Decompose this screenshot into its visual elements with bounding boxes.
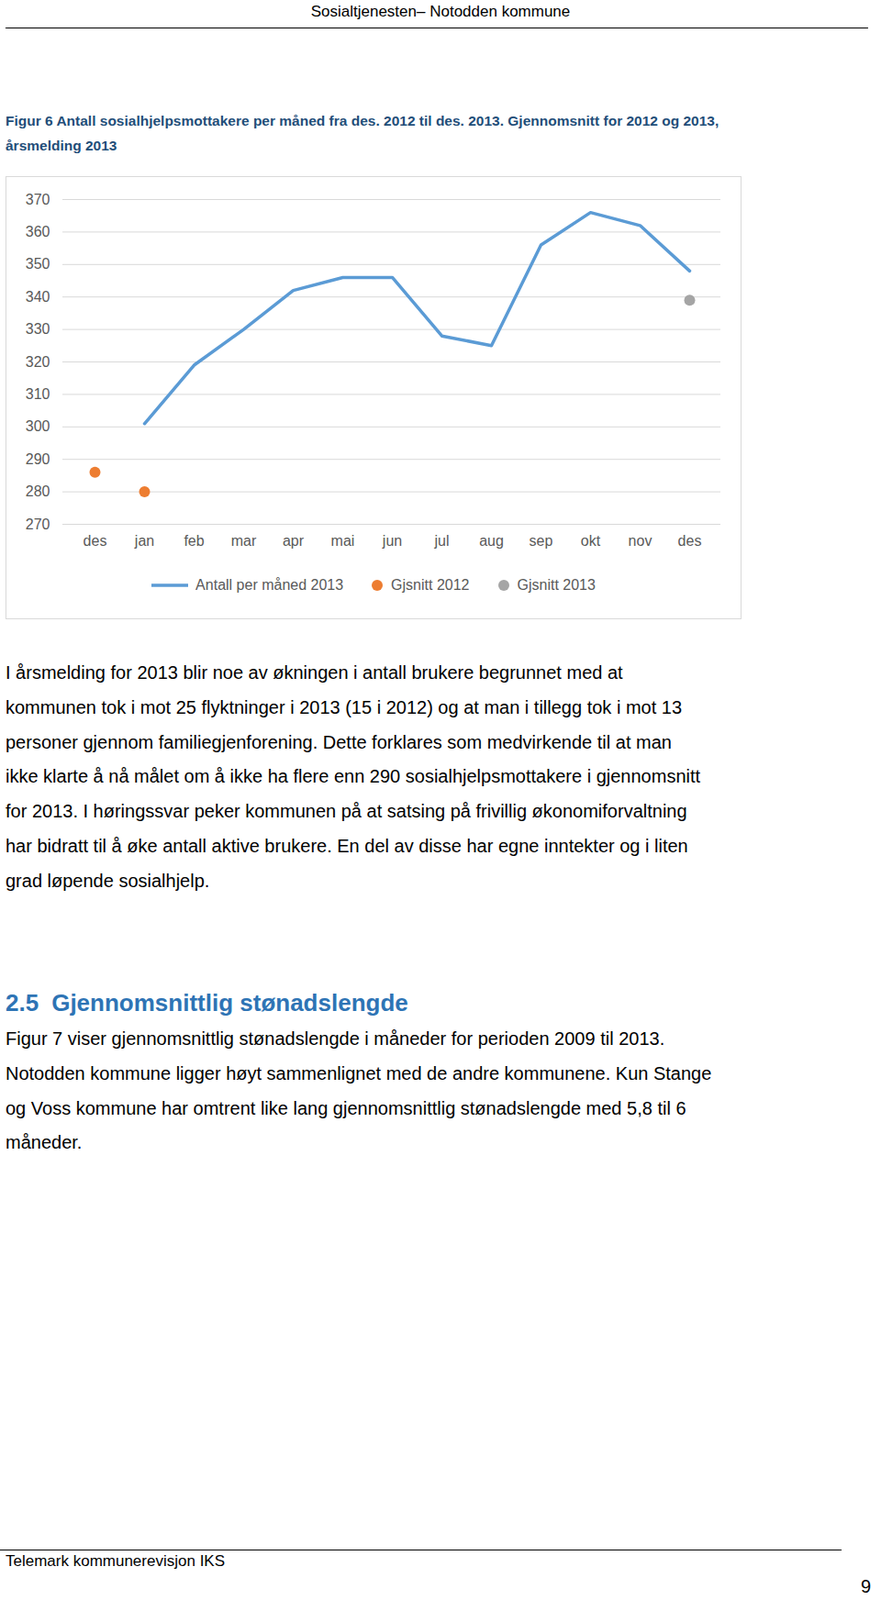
svg-text:mai: mai <box>331 533 356 549</box>
html-text:Gjennomsnittlig stønadslengde: Gjennomsnittlig stønadslengde <box>51 989 409 1017</box>
svg-text:aug: aug <box>479 533 504 549</box>
html-text:for 2013. I høringssvar peker: for 2013. I høringssvar peker kommunen p… <box>5 801 687 822</box>
svg-text:jan: jan <box>133 533 155 549</box>
svg-text:feb: feb <box>183 533 204 549</box>
svg-text:340: 340 <box>25 289 51 305</box>
html-text:måneder.: måneder. <box>5 1132 83 1154</box>
html-text:Gjsnitt 2012: Gjsnitt 2012 <box>391 577 470 593</box>
html-text:Gjsnitt 2013: Gjsnitt 2013 <box>517 577 596 593</box>
html-text:2.5: 2.5 <box>5 989 39 1017</box>
svg-text:des: des <box>83 533 108 549</box>
svg-text:280: 280 <box>25 483 51 500</box>
svg-text:370: 370 <box>25 191 51 208</box>
svg-text:320: 320 <box>25 354 51 370</box>
svg-text:jun: jun <box>381 533 402 549</box>
html-text:ikke klarte å nå målet om å ik: ikke klarte å nå målet om å ikke ha fler… <box>5 766 701 787</box>
html-text:Figur 7 viser gjennomsnittlig: Figur 7 viser gjennomsnittlig stønadslen… <box>5 1028 665 1049</box>
svg-text:310: 310 <box>25 386 51 402</box>
html-text:har bidratt til å øke antall a: har bidratt til å øke antall aktive bruk… <box>5 836 689 857</box>
svg-text:300: 300 <box>25 418 51 435</box>
html-text:personer gjennom familiegjenfo: personer gjennom familiegjenforening. De… <box>5 731 672 753</box>
html-text:Antall per måned 2013: Antall per måned 2013 <box>195 577 344 593</box>
html-text:Notodden kommune ligger høyt s: Notodden kommune ligger høyt sammenligne… <box>5 1063 712 1084</box>
svg-text:330: 330 <box>25 321 51 337</box>
html-text:Sosialtjenesten– Notodden komm: Sosialtjenesten– Notodden kommune <box>310 2 571 21</box>
svg-text:nov: nov <box>628 533 653 549</box>
svg-text:jul: jul <box>433 533 449 549</box>
svg-text:okt: okt <box>580 533 602 549</box>
html-text:kommunen tok i mot 25 flyktnin: kommunen tok i mot 25 flyktninger i 2013… <box>5 697 682 718</box>
svg-text:mar: mar <box>231 533 257 549</box>
svg-text:360: 360 <box>25 223 51 240</box>
svg-text:sep: sep <box>529 533 554 549</box>
svg-text:270: 270 <box>25 516 51 533</box>
html-text:Figur 6 Antall sosialhjelpsmot: Figur 6 Antall sosialhjelpsmottakere per… <box>5 112 719 129</box>
svg-text:apr: apr <box>282 533 305 549</box>
html-text:Telemark kommunerevisjon IKS: Telemark kommunerevisjon IKS <box>5 1552 225 1571</box>
html-text:grad løpende sosialhjelp.: grad løpende sosialhjelp. <box>5 870 210 891</box>
svg-text:des: des <box>678 533 703 549</box>
html-text:9: 9 <box>860 1576 871 1597</box>
svg-text:290: 290 <box>25 451 51 468</box>
html-text:I årsmelding for 2013 blir noe: I årsmelding for 2013 blir noe av økning… <box>5 662 623 683</box>
html-text:og Voss kommune har omtrent li: og Voss kommune har omtrent like lang gj… <box>5 1098 686 1119</box>
svg-text:350: 350 <box>25 256 51 272</box>
html-text:årsmelding 2013: årsmelding 2013 <box>5 137 118 154</box>
